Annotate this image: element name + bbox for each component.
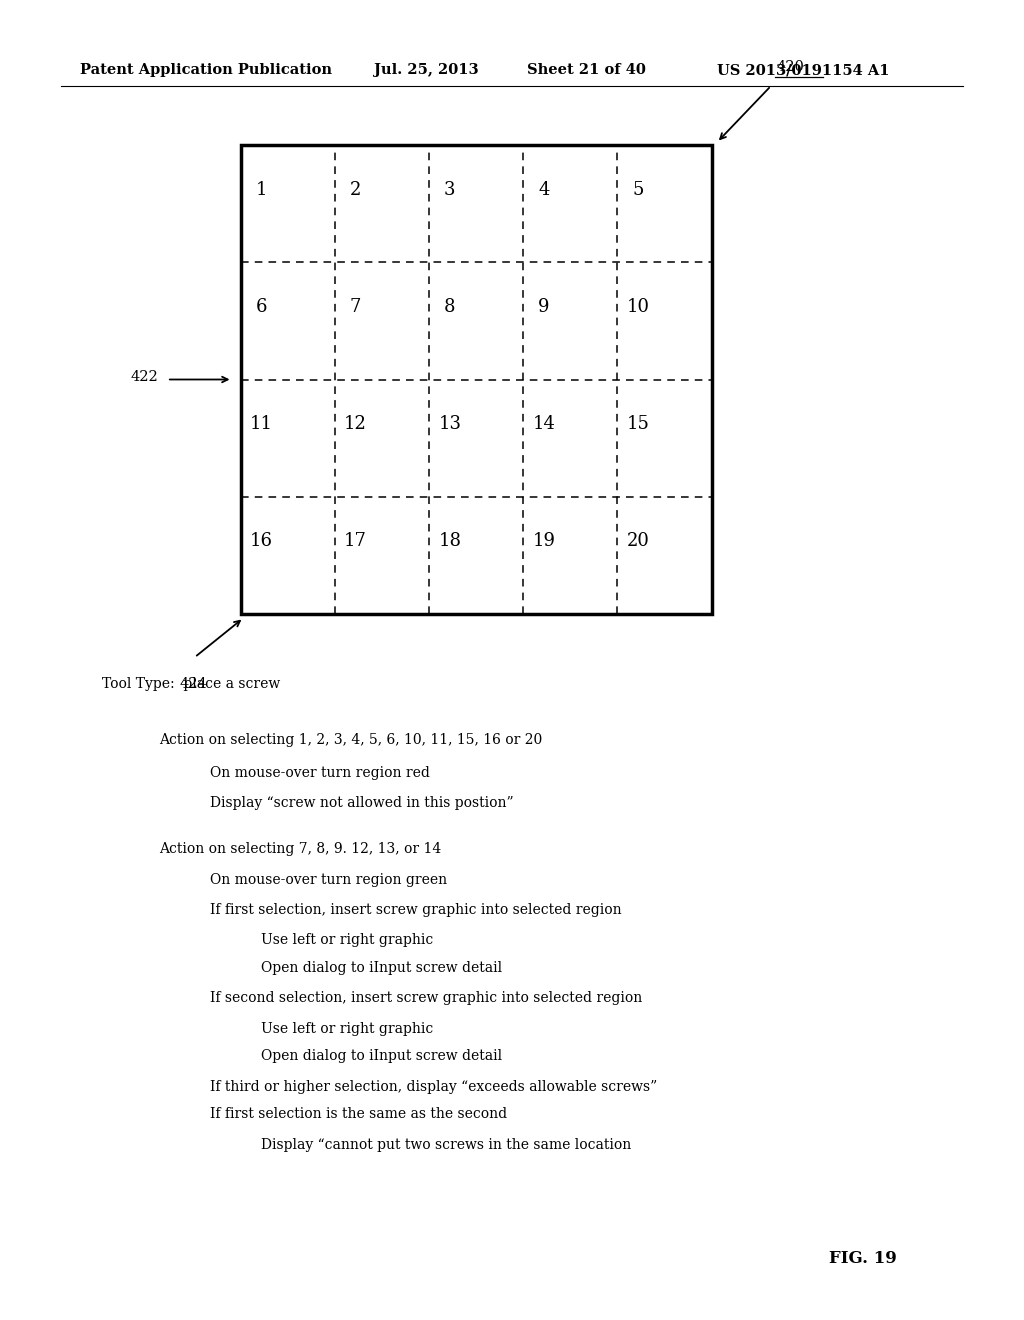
Text: 422: 422 bbox=[131, 370, 159, 384]
Text: Patent Application Publication: Patent Application Publication bbox=[80, 63, 332, 78]
Text: 4: 4 bbox=[539, 181, 550, 199]
Text: 18: 18 bbox=[438, 532, 461, 550]
Text: 19: 19 bbox=[532, 532, 555, 550]
Text: 20: 20 bbox=[627, 532, 649, 550]
Bar bbox=[241, 145, 712, 614]
Text: If first selection is the same as the second: If first selection is the same as the se… bbox=[210, 1107, 507, 1122]
Text: Sheet 21 of 40: Sheet 21 of 40 bbox=[527, 63, 646, 78]
Text: 15: 15 bbox=[627, 414, 649, 433]
Text: US 2013/0191154 A1: US 2013/0191154 A1 bbox=[717, 63, 889, 78]
Text: If first selection, insert screw graphic into selected region: If first selection, insert screw graphic… bbox=[210, 903, 622, 917]
Text: Jul. 25, 2013: Jul. 25, 2013 bbox=[374, 63, 478, 78]
Text: If second selection, insert screw graphic into selected region: If second selection, insert screw graphi… bbox=[210, 991, 642, 1006]
Text: 1: 1 bbox=[256, 181, 267, 199]
Text: 13: 13 bbox=[438, 414, 461, 433]
Text: 6: 6 bbox=[256, 298, 267, 315]
Text: 7: 7 bbox=[350, 298, 361, 315]
Text: 16: 16 bbox=[250, 532, 272, 550]
Text: 14: 14 bbox=[532, 414, 555, 433]
Text: Use left or right graphic: Use left or right graphic bbox=[261, 933, 433, 948]
Text: 12: 12 bbox=[344, 414, 367, 433]
Text: Action on selecting 1, 2, 3, 4, 5, 6, 10, 11, 15, 16 or 20: Action on selecting 1, 2, 3, 4, 5, 6, 10… bbox=[159, 733, 542, 747]
Text: 424: 424 bbox=[179, 677, 207, 692]
Text: If third or higher selection, display “exceeds allowable screws”: If third or higher selection, display “e… bbox=[210, 1080, 657, 1094]
Text: 2: 2 bbox=[350, 181, 361, 199]
Text: 11: 11 bbox=[250, 414, 272, 433]
Text: Action on selecting 7, 8, 9. 12, 13, or 14: Action on selecting 7, 8, 9. 12, 13, or … bbox=[159, 842, 441, 857]
Text: Tool Type:  place a screw: Tool Type: place a screw bbox=[102, 677, 281, 692]
Text: Use left or right graphic: Use left or right graphic bbox=[261, 1022, 433, 1036]
Text: 17: 17 bbox=[344, 532, 367, 550]
Text: 420: 420 bbox=[776, 59, 804, 74]
Text: Display “screw not allowed in this postion”: Display “screw not allowed in this posti… bbox=[210, 796, 514, 810]
Text: On mouse-over turn region red: On mouse-over turn region red bbox=[210, 766, 430, 780]
Text: 8: 8 bbox=[444, 298, 456, 315]
Text: 5: 5 bbox=[633, 181, 644, 199]
Text: 9: 9 bbox=[539, 298, 550, 315]
Text: Display “cannot put two screws in the same location: Display “cannot put two screws in the sa… bbox=[261, 1138, 632, 1152]
Text: Open dialog to iInput screw detail: Open dialog to iInput screw detail bbox=[261, 1049, 502, 1064]
Text: FIG. 19: FIG. 19 bbox=[829, 1250, 897, 1267]
Text: 10: 10 bbox=[627, 298, 649, 315]
Text: On mouse-over turn region green: On mouse-over turn region green bbox=[210, 873, 447, 887]
Text: Open dialog to iInput screw detail: Open dialog to iInput screw detail bbox=[261, 961, 502, 975]
Text: 3: 3 bbox=[444, 181, 456, 199]
